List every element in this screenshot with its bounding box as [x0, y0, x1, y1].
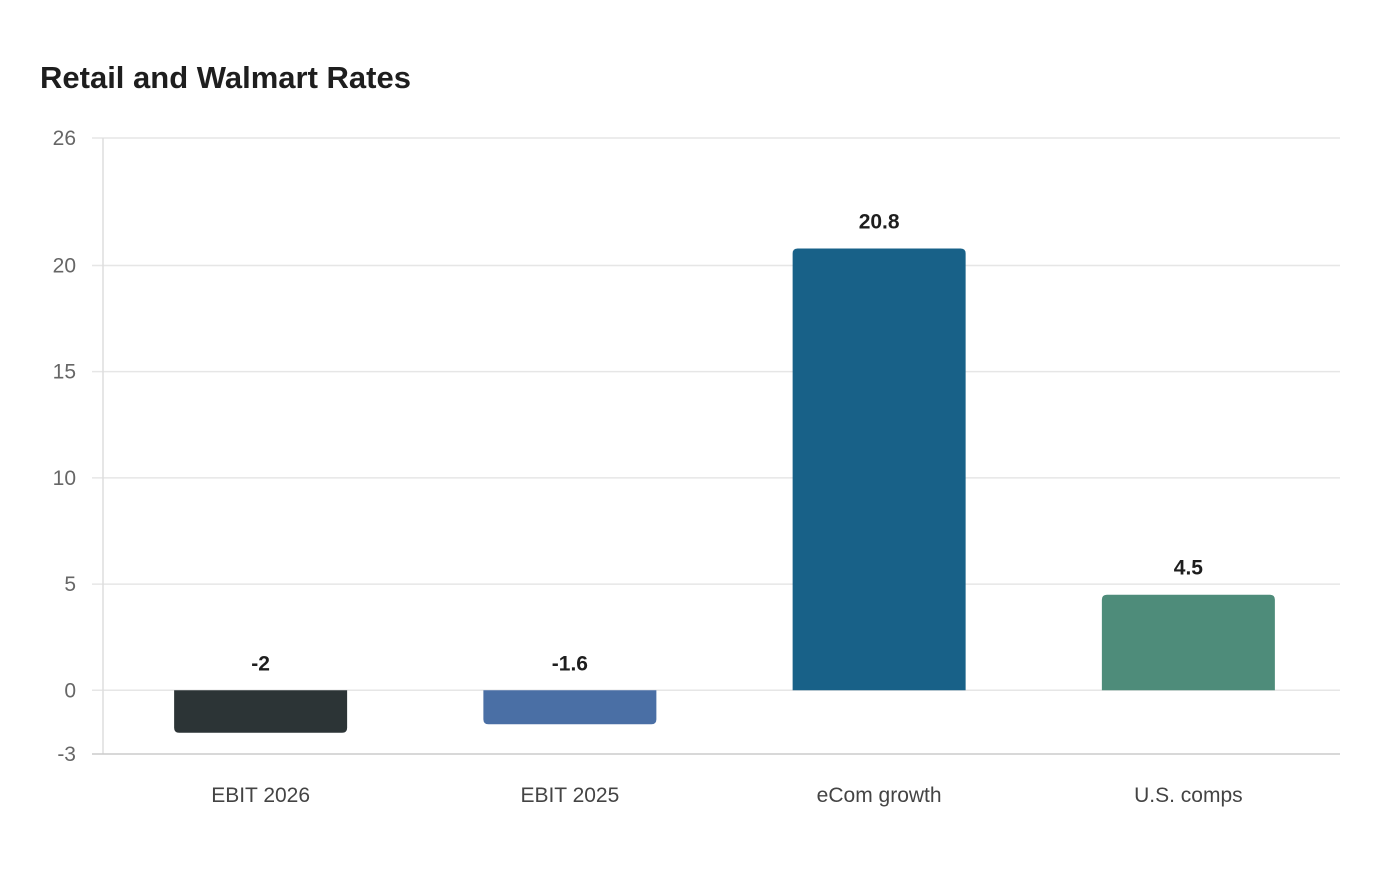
data-label: -2 — [251, 652, 270, 675]
x-tick-label: EBIT 2025 — [520, 784, 619, 807]
y-tick-label: 5 — [64, 573, 76, 596]
bar — [1101, 594, 1275, 691]
y-tick-label: -3 — [57, 743, 76, 766]
chart-title: Retail and Walmart Rates — [40, 60, 411, 95]
bars — [174, 248, 1275, 733]
x-tick-label: eCom growth — [817, 784, 942, 807]
data-label: 20.8 — [859, 210, 900, 233]
y-tick-label: 10 — [53, 467, 76, 490]
y-tick-label: 26 — [53, 127, 76, 150]
y-tick-label: 0 — [64, 679, 76, 702]
data-label: -1.6 — [552, 652, 588, 675]
bar — [174, 690, 348, 733]
y-tick-label: 15 — [53, 361, 76, 384]
data-label: 4.5 — [1174, 557, 1204, 580]
axes — [92, 138, 1340, 755]
y-tick-label: 20 — [53, 254, 76, 277]
x-tick-label: EBIT 2026 — [211, 784, 310, 807]
x-tick-label: U.S. comps — [1134, 784, 1243, 807]
bar — [483, 690, 657, 725]
bar — [792, 248, 966, 691]
labels: -3 0 5 10 15 20 26 -2 EBIT 2026 -1.6 EBIT 2025 20.8… — [53, 127, 1243, 807]
